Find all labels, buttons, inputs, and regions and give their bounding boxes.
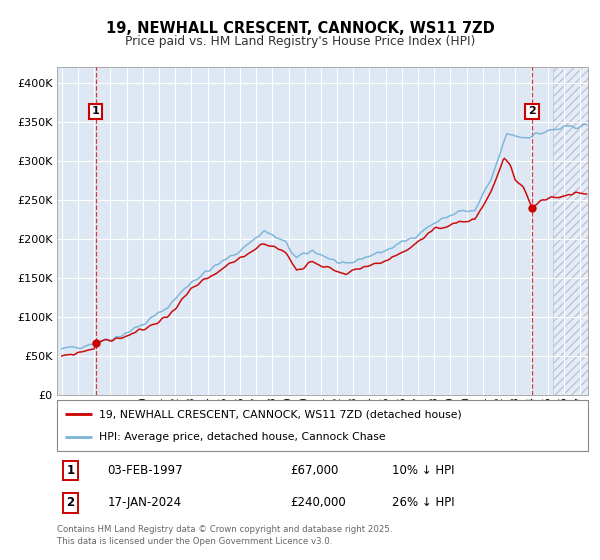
Text: 26% ↓ HPI: 26% ↓ HPI <box>392 497 454 510</box>
Text: 1: 1 <box>66 464 74 477</box>
Text: HPI: Average price, detached house, Cannock Chase: HPI: Average price, detached house, Cann… <box>100 432 386 442</box>
Text: Price paid vs. HM Land Registry's House Price Index (HPI): Price paid vs. HM Land Registry's House … <box>125 35 475 48</box>
FancyBboxPatch shape <box>57 400 588 451</box>
Text: Contains HM Land Registry data © Crown copyright and database right 2025.
This d: Contains HM Land Registry data © Crown c… <box>57 525 392 545</box>
Text: 19, NEWHALL CRESCENT, CANNOCK, WS11 7ZD (detached house): 19, NEWHALL CRESCENT, CANNOCK, WS11 7ZD … <box>100 409 462 419</box>
Text: 2: 2 <box>66 497 74 510</box>
Text: 03-FEB-1997: 03-FEB-1997 <box>107 464 183 477</box>
Text: 19, NEWHALL CRESCENT, CANNOCK, WS11 7ZD: 19, NEWHALL CRESCENT, CANNOCK, WS11 7ZD <box>106 21 494 36</box>
Text: 10% ↓ HPI: 10% ↓ HPI <box>392 464 454 477</box>
Text: £240,000: £240,000 <box>290 497 346 510</box>
Text: £67,000: £67,000 <box>290 464 339 477</box>
Text: 2: 2 <box>528 106 536 116</box>
Text: 1: 1 <box>92 106 100 116</box>
Text: 17-JAN-2024: 17-JAN-2024 <box>107 497 182 510</box>
